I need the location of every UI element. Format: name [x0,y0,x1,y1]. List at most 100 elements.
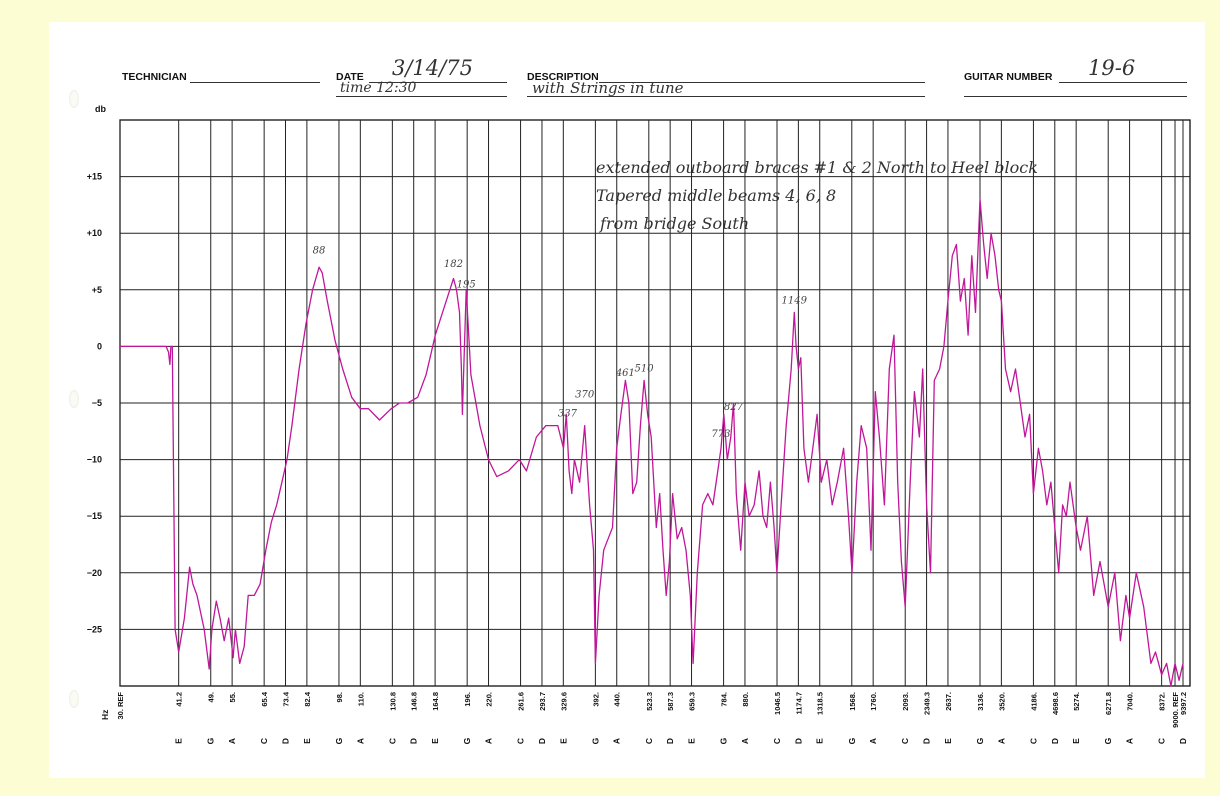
x-note-label: A [484,738,494,744]
peak-label: 461 [615,368,635,379]
x-tick-label: 73.4 [281,691,290,706]
x-note-label: A [996,738,1006,744]
y-tick-label: −10 [87,455,102,465]
x-note-label: E [430,738,440,744]
x-note-label: C [387,738,397,744]
x-note-label: C [900,738,910,744]
y-tick-label: +15 [87,172,102,182]
x-note-label: G [719,737,729,744]
x-tick-label: 2349.3 [923,692,932,715]
x-note-label: D [793,738,803,744]
y-tick-label: −20 [87,568,102,578]
x-tick-label: 41.2 [175,692,184,707]
x-tick-label: 82.4 [303,691,312,706]
x-note-label: D [922,738,932,744]
x-note-label: A [1125,738,1135,744]
x-note-label: E [1071,738,1081,744]
x-note-label: G [334,737,344,744]
x-tick-label: 55. [228,692,237,702]
x-tick-label: 523.3 [645,692,654,711]
x-tick-label: 196. [463,692,472,707]
x-note-label: C [644,738,654,744]
x-tick-label: 9397.2 [1179,692,1188,715]
x-note-label: E [943,738,953,744]
technician-line [190,82,320,83]
x-tick-label: 110. [356,692,365,706]
x-note-label: E [815,738,825,744]
x-note-label: G [462,737,472,744]
note-line-2: Tapered middle beams 4, 6, 8 [596,186,837,205]
time-value: time 12:30 [340,80,417,96]
x-note-label: A [227,738,237,744]
y-tick-label: −5 [92,398,102,408]
x-tick-label: 261.6 [517,692,526,711]
x-note-label: A [355,738,365,744]
peak-label: 1149 [782,295,808,306]
description-value: with Strings in tune [532,79,684,97]
guitar-number-line-2 [964,96,1187,97]
y-tick-label: −25 [87,624,102,634]
x-note-label: A [740,738,750,744]
x-tick-label: 9000. REF [1171,692,1180,728]
peak-label: 88 [313,246,326,257]
date-line-2 [336,96,507,97]
x-note-label: A [868,738,878,744]
x-note-label: E [558,738,568,744]
y-tick-label: +5 [92,285,102,295]
x-tick-label: 329.6 [559,692,568,711]
x-tick-label: 98. [335,692,344,702]
x-tick-label: 146.8 [410,692,419,711]
x-tick-label: 6271.8 [1104,692,1113,715]
x-tick-label: 4186. [1029,692,1038,711]
x-tick-label: 220. [485,692,494,707]
chart-grid [119,119,1191,687]
peak-label: 510 [635,363,655,374]
x-tick-label: 1046.5 [773,692,782,715]
x-tick-label: 8372. [1158,692,1167,711]
peak-label: 182 [444,259,463,270]
date-line [369,82,507,83]
peak-label: 195 [457,280,476,291]
date-value: 3/14/75 [392,56,473,80]
x-note-label: C [1157,738,1167,744]
description-line [599,82,925,83]
x-note-label: G [975,737,985,744]
y-tick-label: +10 [87,228,102,238]
x-note-label: C [1028,738,1038,744]
description-line-2 [527,96,925,97]
x-axis: Hz 30. REF 41.2 E 49. G 55. A 65.4 C 73.4 D 82.4 E 98.… [100,691,1188,744]
binder-hole [69,390,79,408]
x-tick-label: 3136. [976,692,985,711]
x-tick-label: 659.3 [688,692,697,711]
x-tick-label: 392. [591,692,600,707]
x-note-label: C [259,738,269,744]
x-tick-label: 1568. [848,692,857,711]
y-axis: db +15 +10 +5 0 −5 −10 −15 −20 −25 [87,104,107,634]
guitar-number-value: 19-6 [1088,56,1136,80]
x-note-label: D [280,738,290,744]
x-tick-label: 293.7 [538,692,547,711]
x-note-label: G [847,737,857,744]
x-note-label: E [302,738,312,744]
peak-annotations: 88 182 195 337 370 461 510 773 827 1149 [313,246,808,440]
description-label: DESCRIPTION [527,71,599,83]
x-tick-label: 784. [720,692,729,707]
x-tick-label: 1760. [869,692,878,711]
peak-label: 827 [724,402,744,413]
x-tick-label: 7040. [1126,692,1135,711]
peak-label: 773 [711,429,730,440]
x-tick-label: 65.4 [260,691,269,706]
x-note-label: E [174,738,184,744]
peak-label: 370 [575,389,595,400]
x-tick-label: 49. [207,692,216,702]
peak-label: 337 [558,409,578,420]
x-note-label: G [1103,737,1113,744]
x-tick-label: 5274. [1072,692,1081,711]
guitar-number-label: GUITAR NUMBER [964,71,1053,83]
x-note-label: A [612,738,622,744]
x-tick-label: 30. REF [116,692,125,720]
x-tick-label: 3520. [997,692,1006,711]
x-note-label: D [1178,738,1188,744]
x-tick-label: 164.8 [431,692,440,711]
